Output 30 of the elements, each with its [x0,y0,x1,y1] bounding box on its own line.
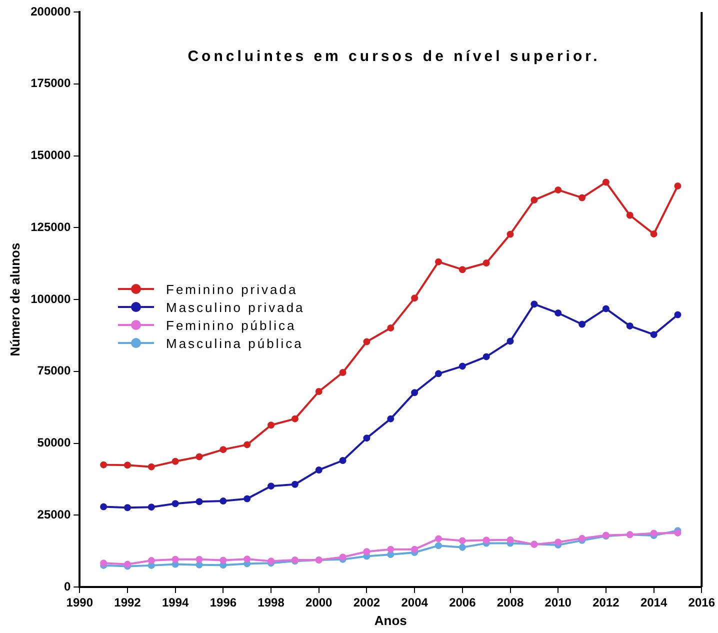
y-tick-label: 175000 [30,76,71,90]
x-tick-label: 2006 [449,596,476,610]
x-tick-label: 1994 [162,596,190,610]
legend-label: Masculina pública [166,336,304,350]
y-tick-label: 50000 [37,436,71,450]
legend-label: Feminino pública [166,318,296,332]
y-tick-label: 125000 [30,220,71,234]
x-tick-label: 2004 [401,596,428,610]
y-tick-label: 0 [64,579,71,594]
y-tick-label: 200000 [30,4,71,18]
x-tick-label: 1996 [210,596,237,610]
x-tick-label: 1998 [258,596,285,610]
y-tick-label: 100000 [30,292,71,306]
legend-label: Masculino privada [166,300,305,314]
x-axis-title: Anos [374,612,407,628]
x-tick-label: 1992 [114,596,142,610]
x-tick-label: 2012 [592,596,620,610]
x-tick-label: 2016 [688,596,716,610]
legend-label: Feminino privada [166,282,298,296]
x-tick-label: 1990 [66,596,94,610]
x-tick-label: 2008 [496,596,524,610]
y-tick-label: 150000 [30,148,71,162]
x-tick-label: 2000 [306,596,333,610]
x-tick-label: 2002 [353,596,380,610]
x-tick-label: 2014 [640,596,668,610]
text: Concluintes em cursos de nível superior. [186,48,602,65]
y-axis-title: Número de alunos [7,242,22,356]
y-tick-label: 25000 [37,507,71,522]
x-tick-label: 2010 [544,596,572,610]
y-tick-label: 75000 [37,364,71,378]
